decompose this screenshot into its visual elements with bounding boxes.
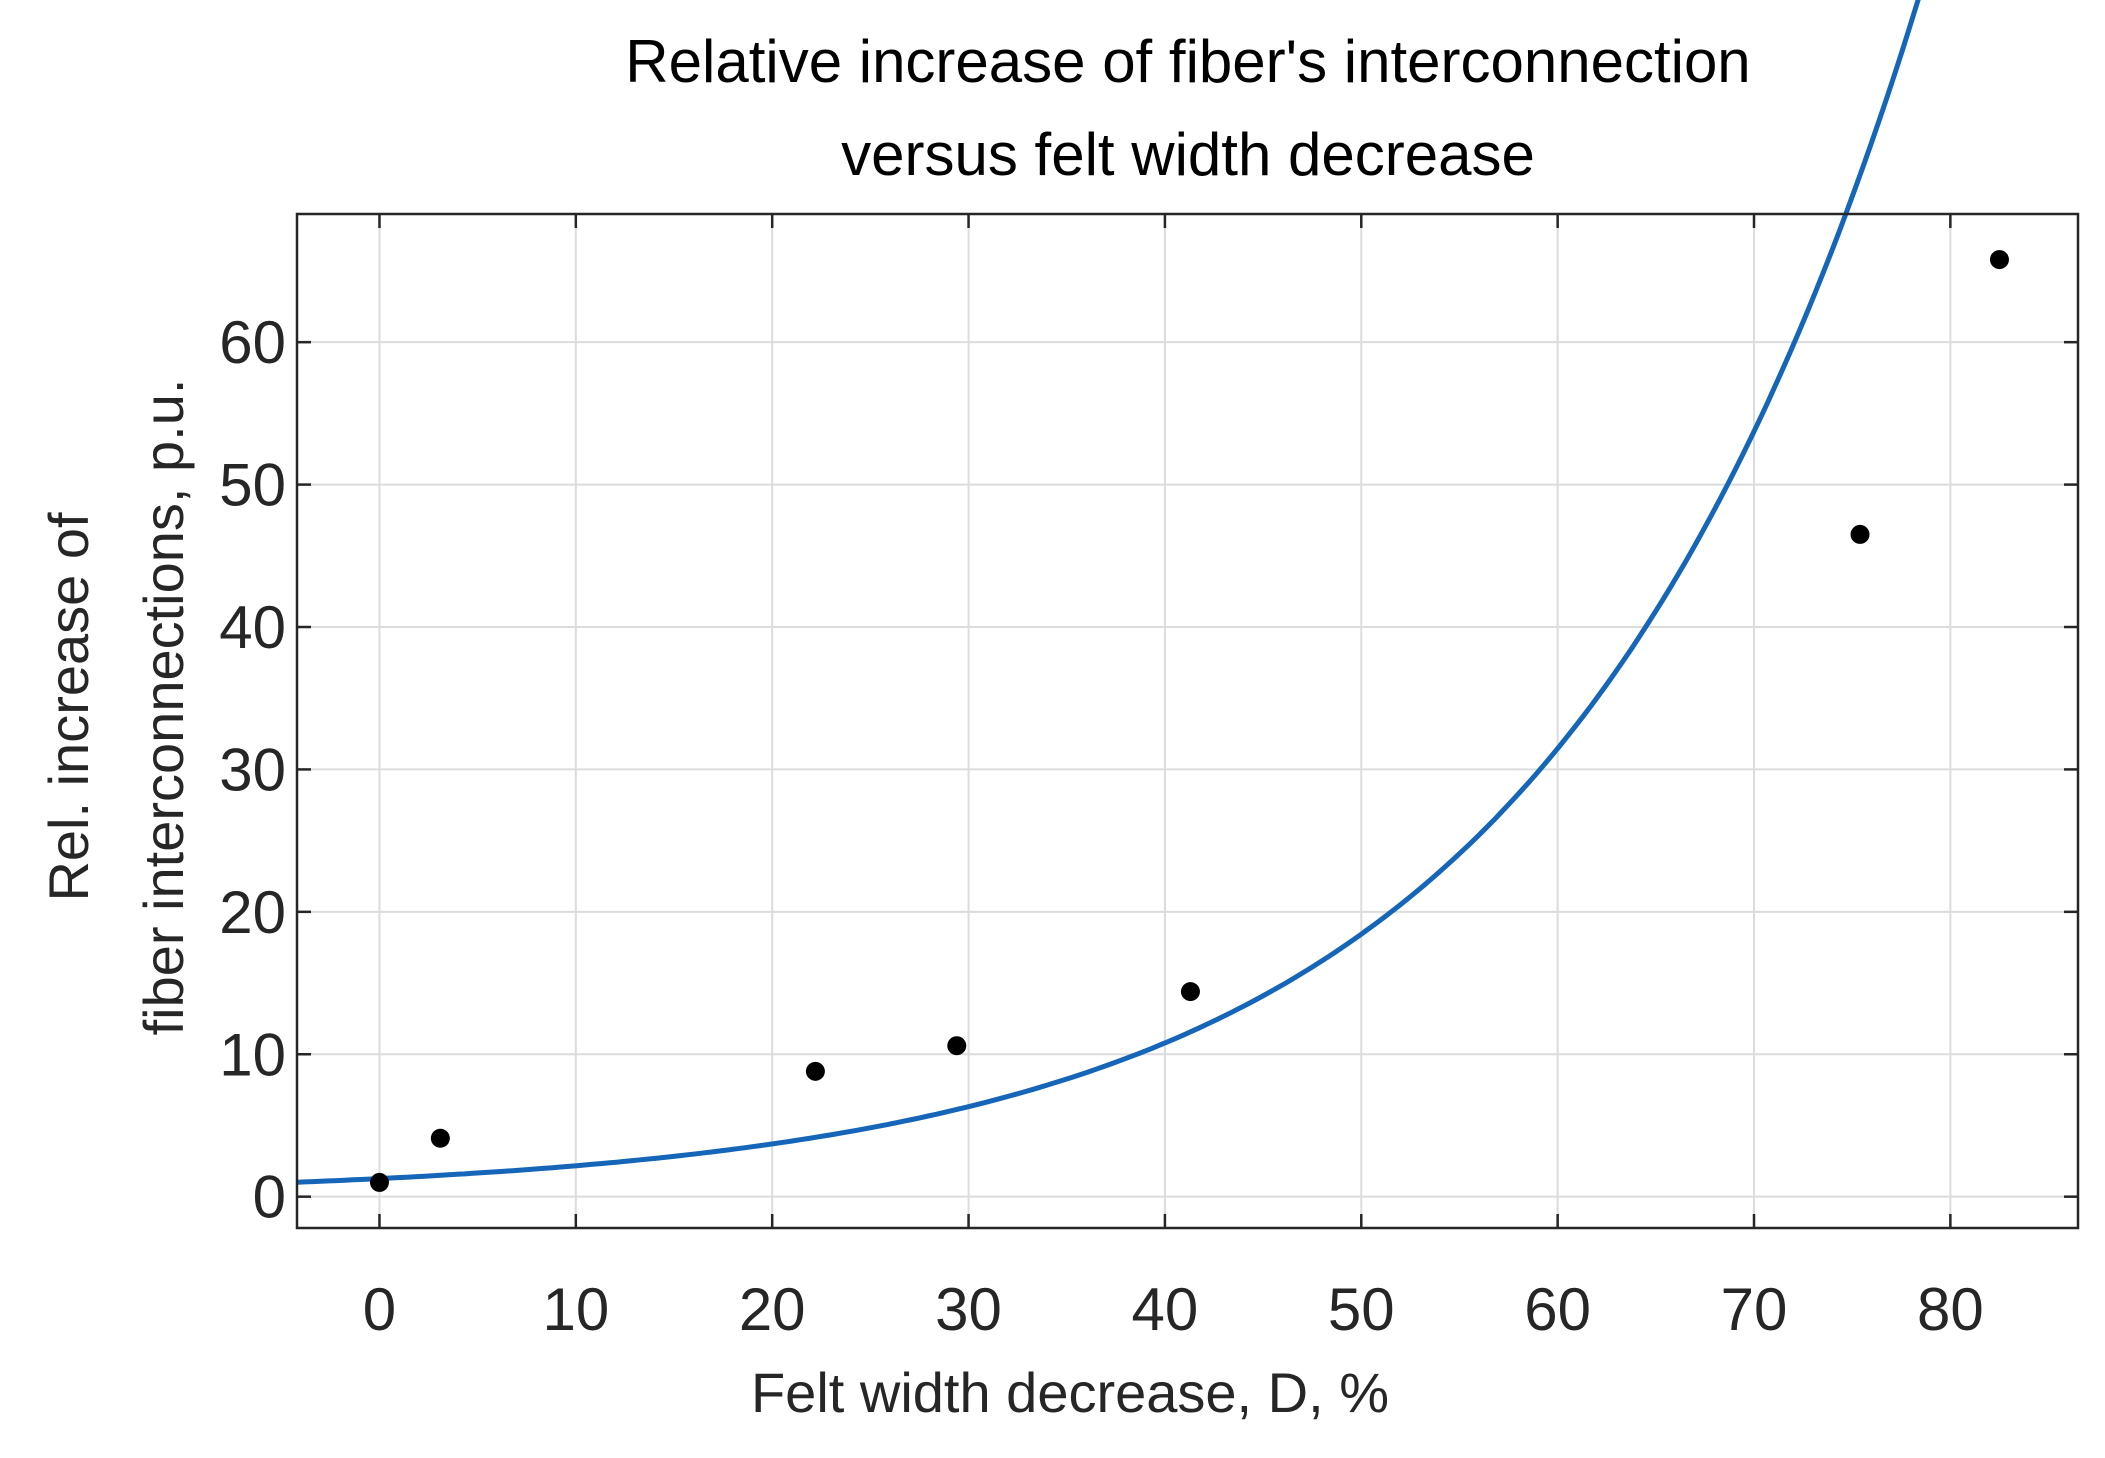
y-tick-label: 10 — [219, 1021, 286, 1088]
data-points-layer — [369, 250, 2009, 1192]
plot-area-border — [295, 212, 2080, 1230]
x-tick-label: 30 — [935, 1276, 1002, 1343]
x-tick-label: 80 — [1917, 1276, 1984, 1343]
y-axis-label-line-1: Rel. increase of — [37, 512, 100, 902]
chart-title-line-1: Relative increase of fiber's interconnec… — [625, 28, 1750, 95]
data-point — [1850, 524, 1870, 544]
fit-curve — [296, 0, 1921, 1185]
data-point — [1989, 250, 2009, 270]
data-point — [430, 1128, 450, 1148]
grid-lines — [297, 214, 2078, 1228]
y-tick-label: 60 — [219, 309, 286, 376]
x-tick-label: 50 — [1328, 1276, 1395, 1343]
data-point — [947, 1036, 967, 1056]
data-point — [369, 1172, 389, 1192]
y-tick-label: 40 — [219, 594, 286, 661]
x-tick-label: 0 — [363, 1276, 396, 1343]
chart-title-line-2: versus felt width decrease — [841, 121, 1535, 188]
data-point — [1180, 982, 1200, 1002]
y-tick-label: 30 — [219, 736, 286, 803]
y-tick-label: 20 — [219, 879, 286, 946]
tick-marks — [297, 214, 2078, 1228]
y-tick-label: 0 — [253, 1164, 286, 1231]
data-point — [805, 1061, 825, 1081]
x-tick-label: 20 — [739, 1276, 806, 1343]
x-tick-label: 70 — [1721, 1276, 1788, 1343]
fit-curve-layer — [296, 0, 1921, 1185]
y-tick-label: 50 — [219, 452, 286, 519]
axes-box — [295, 212, 2080, 1230]
x-axis-label: Felt width decrease, D, % — [751, 1361, 1389, 1424]
y-axis-label-line-2: fiber interconnections, p.u. — [132, 379, 195, 1036]
x-tick-label: 10 — [542, 1276, 609, 1343]
tick-labels: 0 10 20 30 40 50 60 70 80 0 10 20 30 40 50 60 — [219, 309, 1983, 1343]
x-tick-label: 40 — [1132, 1276, 1199, 1343]
x-tick-label: 60 — [1524, 1276, 1591, 1343]
